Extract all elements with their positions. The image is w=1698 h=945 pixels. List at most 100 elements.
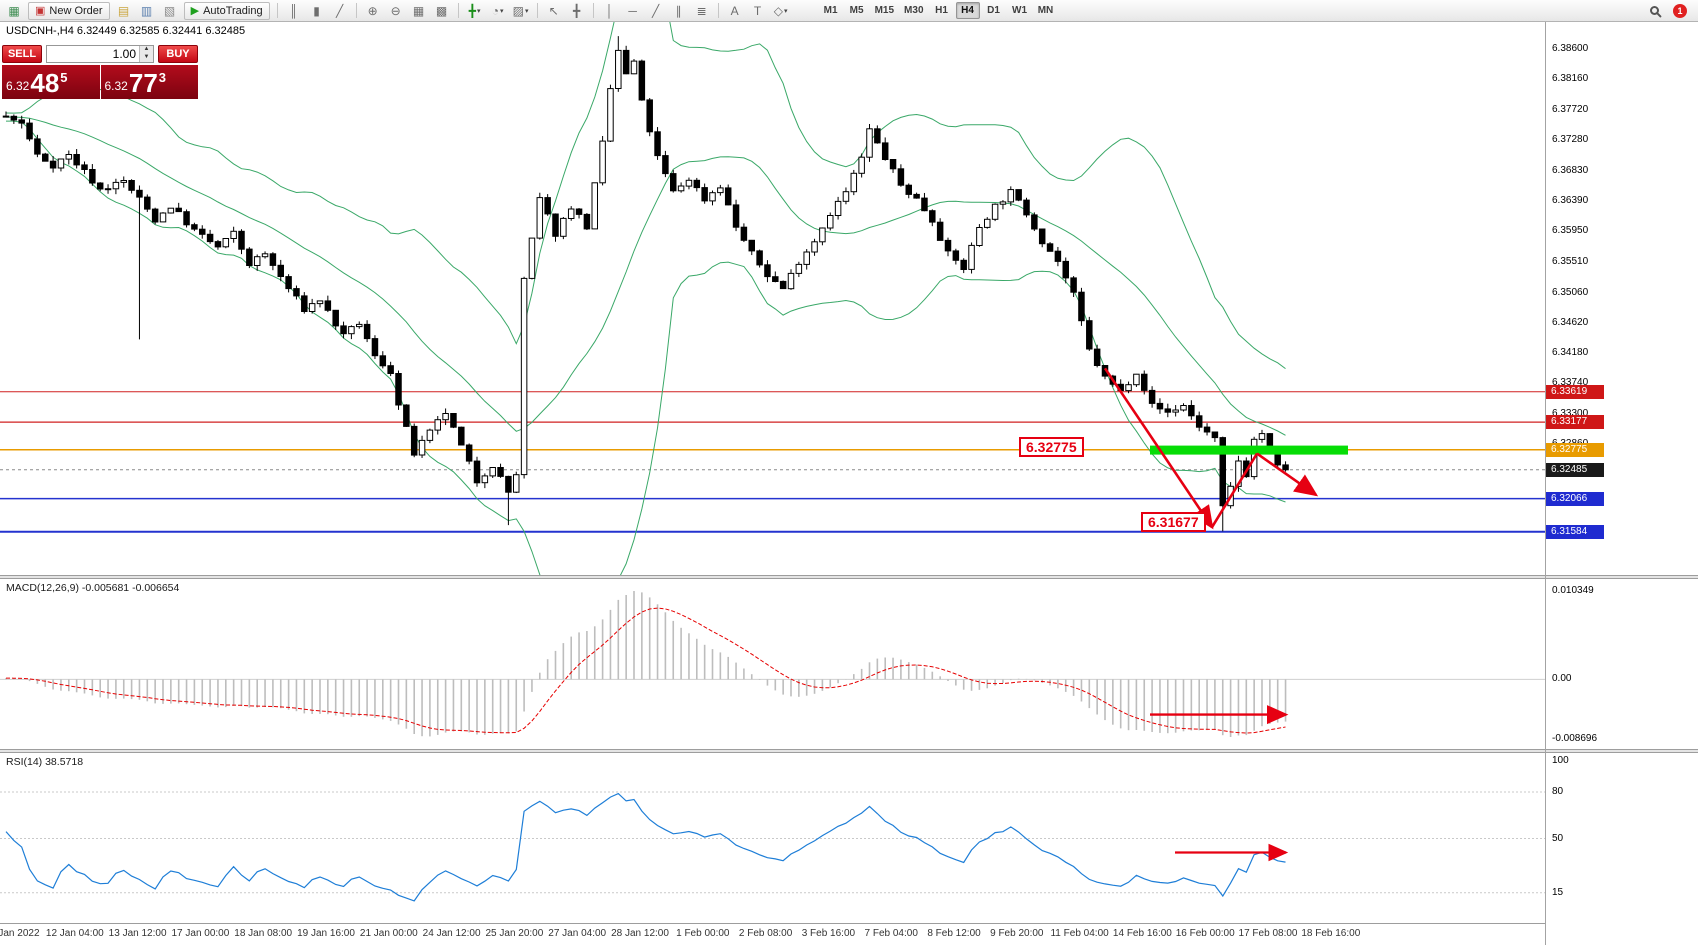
time-axis-label: 12 Jan 04:00 — [45, 928, 104, 939]
timeframe-h4-button[interactable]: H4 — [955, 2, 980, 19]
timeframe-h1-button[interactable]: H1 — [935, 5, 948, 16]
shapes-icon[interactable]: ◇ ▾ — [773, 3, 788, 18]
trend-arrow[interactable] — [1256, 452, 1319, 497]
bollinger-upper-band[interactable] — [5, 22, 1286, 370]
price-tick: 6.38160 — [1552, 73, 1589, 85]
text-icon[interactable]: A — [730, 3, 739, 18]
one-click-trading-panel: SELL ▲ ▼ BUY 6.32 48 5 6.32 77 3 — [2, 44, 198, 99]
chart-profiles-icon[interactable]: ▤ — [117, 3, 130, 18]
notification-badge[interactable]: 1 — [1673, 3, 1687, 18]
volume-field: ▲ ▼ — [46, 45, 154, 63]
crosshair-icon[interactable]: ╋ — [572, 3, 581, 18]
horizontal-line-icon[interactable]: ─ — [628, 3, 637, 18]
templates-icon[interactable]: ▨ ▾ — [512, 3, 529, 18]
tile-windows-icon[interactable]: ▦ — [412, 3, 425, 18]
price-tick: 6.38600 — [1552, 43, 1589, 55]
period-icon-dropdown-caret[interactable]: ▾ — [499, 7, 504, 15]
channel-icon[interactable]: ∥ — [675, 3, 682, 18]
search-icon[interactable] — [1643, 2, 1665, 20]
volume-decrease-button[interactable]: ▼ — [140, 54, 153, 62]
label-icon[interactable]: T — [753, 3, 762, 18]
toolbar-separator — [457, 3, 459, 18]
timeframe-m5-button[interactable]: M5 — [849, 5, 864, 16]
macd-signal-line — [5, 607, 1286, 734]
timeframe-w1-button[interactable]: W1 — [1012, 5, 1027, 16]
support-zone-rectangle[interactable] — [1150, 445, 1348, 455]
price-tick: 6.37720 — [1552, 103, 1589, 115]
trend-arrow[interactable] — [1210, 452, 1259, 528]
price-chart-canvas[interactable] — [0, 22, 1545, 575]
navigator-icon[interactable]: ▧ — [163, 3, 176, 18]
indicators-add-icon[interactable]: ╋ ▾ — [468, 3, 481, 18]
time-axis[interactable]: 10 Jan 2022 12 Jan 04:00 13 Jan 12:00 17 Ja… — [0, 923, 1698, 945]
bollinger-middle-band[interactable] — [6, 116, 1286, 436]
cursor-icon[interactable]: ↖ — [548, 3, 559, 18]
price-tick: 6.33300 — [1552, 407, 1589, 419]
price-badge: 6.33619 — [1546, 384, 1604, 399]
macd-indicator-pane[interactable]: MACD(12,26,9) -0.005681 -0.006654 — [0, 579, 1545, 749]
candles-chart-icon[interactable]: ▮ — [313, 3, 320, 18]
price-scale[interactable]: 0.010349 0.00 -0.008696 6.38600 6.38160 6.… — [1546, 0, 1698, 945]
trendline-icon[interactable]: ╱ — [651, 3, 660, 18]
line-chart-icon[interactable]: ╱ — [335, 3, 344, 18]
autotrading-icon: ▶ — [190, 5, 200, 17]
time-axis-label: 18 Jan 08:00 — [234, 928, 293, 939]
volume-increase-button[interactable]: ▲ — [140, 46, 153, 54]
sell-price-big: 48 — [30, 68, 60, 98]
zoom-out-icon[interactable]: ⊖ — [390, 3, 401, 18]
rsi-indicator-pane[interactable]: RSI(14) 38.5718 — [0, 753, 1545, 923]
period-icon[interactable]: ◔ ▾ — [491, 3, 504, 18]
candlesticks — [2, 36, 1289, 532]
time-axis-label: 3 Feb 16:00 — [801, 928, 856, 939]
price-badge: 6.32775 — [1546, 442, 1604, 457]
panel-separator[interactable] — [0, 575, 1698, 579]
time-axis-label: 28 Jan 12:00 — [611, 928, 669, 939]
app-icon[interactable]: ▦ — [8, 3, 20, 18]
timeframe-m1-button[interactable]: M1 — [823, 5, 838, 16]
price-badge: 6.33177 — [1546, 415, 1604, 430]
timeframe-d1-button[interactable]: D1 — [987, 5, 1000, 16]
indicators-add-icon-dropdown-caret[interactable]: ▾ — [476, 7, 481, 15]
panel-separator[interactable] — [0, 749, 1698, 753]
time-axis-label: 1 Feb 00:00 — [676, 928, 730, 939]
price-tick: 6.35060 — [1552, 286, 1589, 298]
vertical-line-icon[interactable]: │ — [605, 3, 614, 18]
volume-input[interactable] — [47, 46, 139, 62]
buy-button[interactable]: BUY — [158, 45, 198, 63]
toolbar-separator — [592, 3, 594, 18]
timeframe-bar: M1 M5 M15 M30 H1 H4 D1 W1 MN — [819, 2, 1058, 19]
cascade-windows-icon[interactable]: ▩ — [435, 3, 448, 18]
toolbar-right-group: 1 — [1643, 2, 1695, 20]
price-tick: 6.34620 — [1552, 316, 1589, 328]
bollinger-lower-band[interactable] — [6, 120, 1286, 575]
buy-price-sup: 3 — [158, 70, 167, 85]
fibonacci-icon[interactable]: ≣ — [696, 3, 707, 18]
shapes-icon-dropdown-caret[interactable]: ▾ — [783, 7, 788, 15]
time-axis-label: 7 Feb 04:00 — [864, 928, 918, 939]
price-chart-pane[interactable]: USDCNH-,H4 6.32449 6.32585 6.32441 6.324… — [0, 22, 1545, 575]
price-annotation-label[interactable]: 6.31677 — [1141, 512, 1206, 533]
rsi-line — [5, 792, 1286, 902]
sell-button[interactable]: SELL — [2, 45, 42, 63]
price-annotation-label[interactable]: 6.32775 — [1019, 436, 1084, 457]
timeframe-mn-button[interactable]: MN — [1037, 5, 1054, 16]
trend-arrow[interactable] — [1103, 367, 1214, 530]
zoom-in-icon[interactable]: ⊕ — [367, 3, 378, 18]
macd-scale-zero: 0.00 — [1552, 673, 1572, 685]
buy-price-display[interactable]: 6.32 77 3 — [100, 65, 198, 99]
new-order-button[interactable]: ▣ New Order — [28, 1, 110, 20]
time-axis-label: 18 Feb 16:00 — [1301, 928, 1361, 939]
chart-symbol-ohlc: USDCNH-,H4 6.32449 6.32585 6.32441 6.324… — [6, 25, 246, 37]
toolbar-separator — [717, 3, 719, 18]
sell-price-display[interactable]: 6.32 48 5 — [2, 65, 100, 99]
scale-border-line — [1545, 22, 1546, 945]
market-watch-icon[interactable]: ▥ — [140, 3, 153, 18]
macd-scale-min: -0.008696 — [1552, 733, 1598, 744]
time-axis-label: 16 Feb 00:00 — [1175, 928, 1235, 939]
bars-chart-icon[interactable]: ║ — [289, 3, 298, 18]
autotrading-button[interactable]: ▶ AutoTrading — [183, 1, 270, 20]
templates-icon-dropdown-caret[interactable]: ▾ — [525, 7, 529, 15]
timeframe-m15-button[interactable]: M15 — [874, 5, 895, 16]
sell-price-prefix: 6.32 — [6, 79, 30, 93]
timeframe-m30-button[interactable]: M30 — [904, 5, 924, 16]
